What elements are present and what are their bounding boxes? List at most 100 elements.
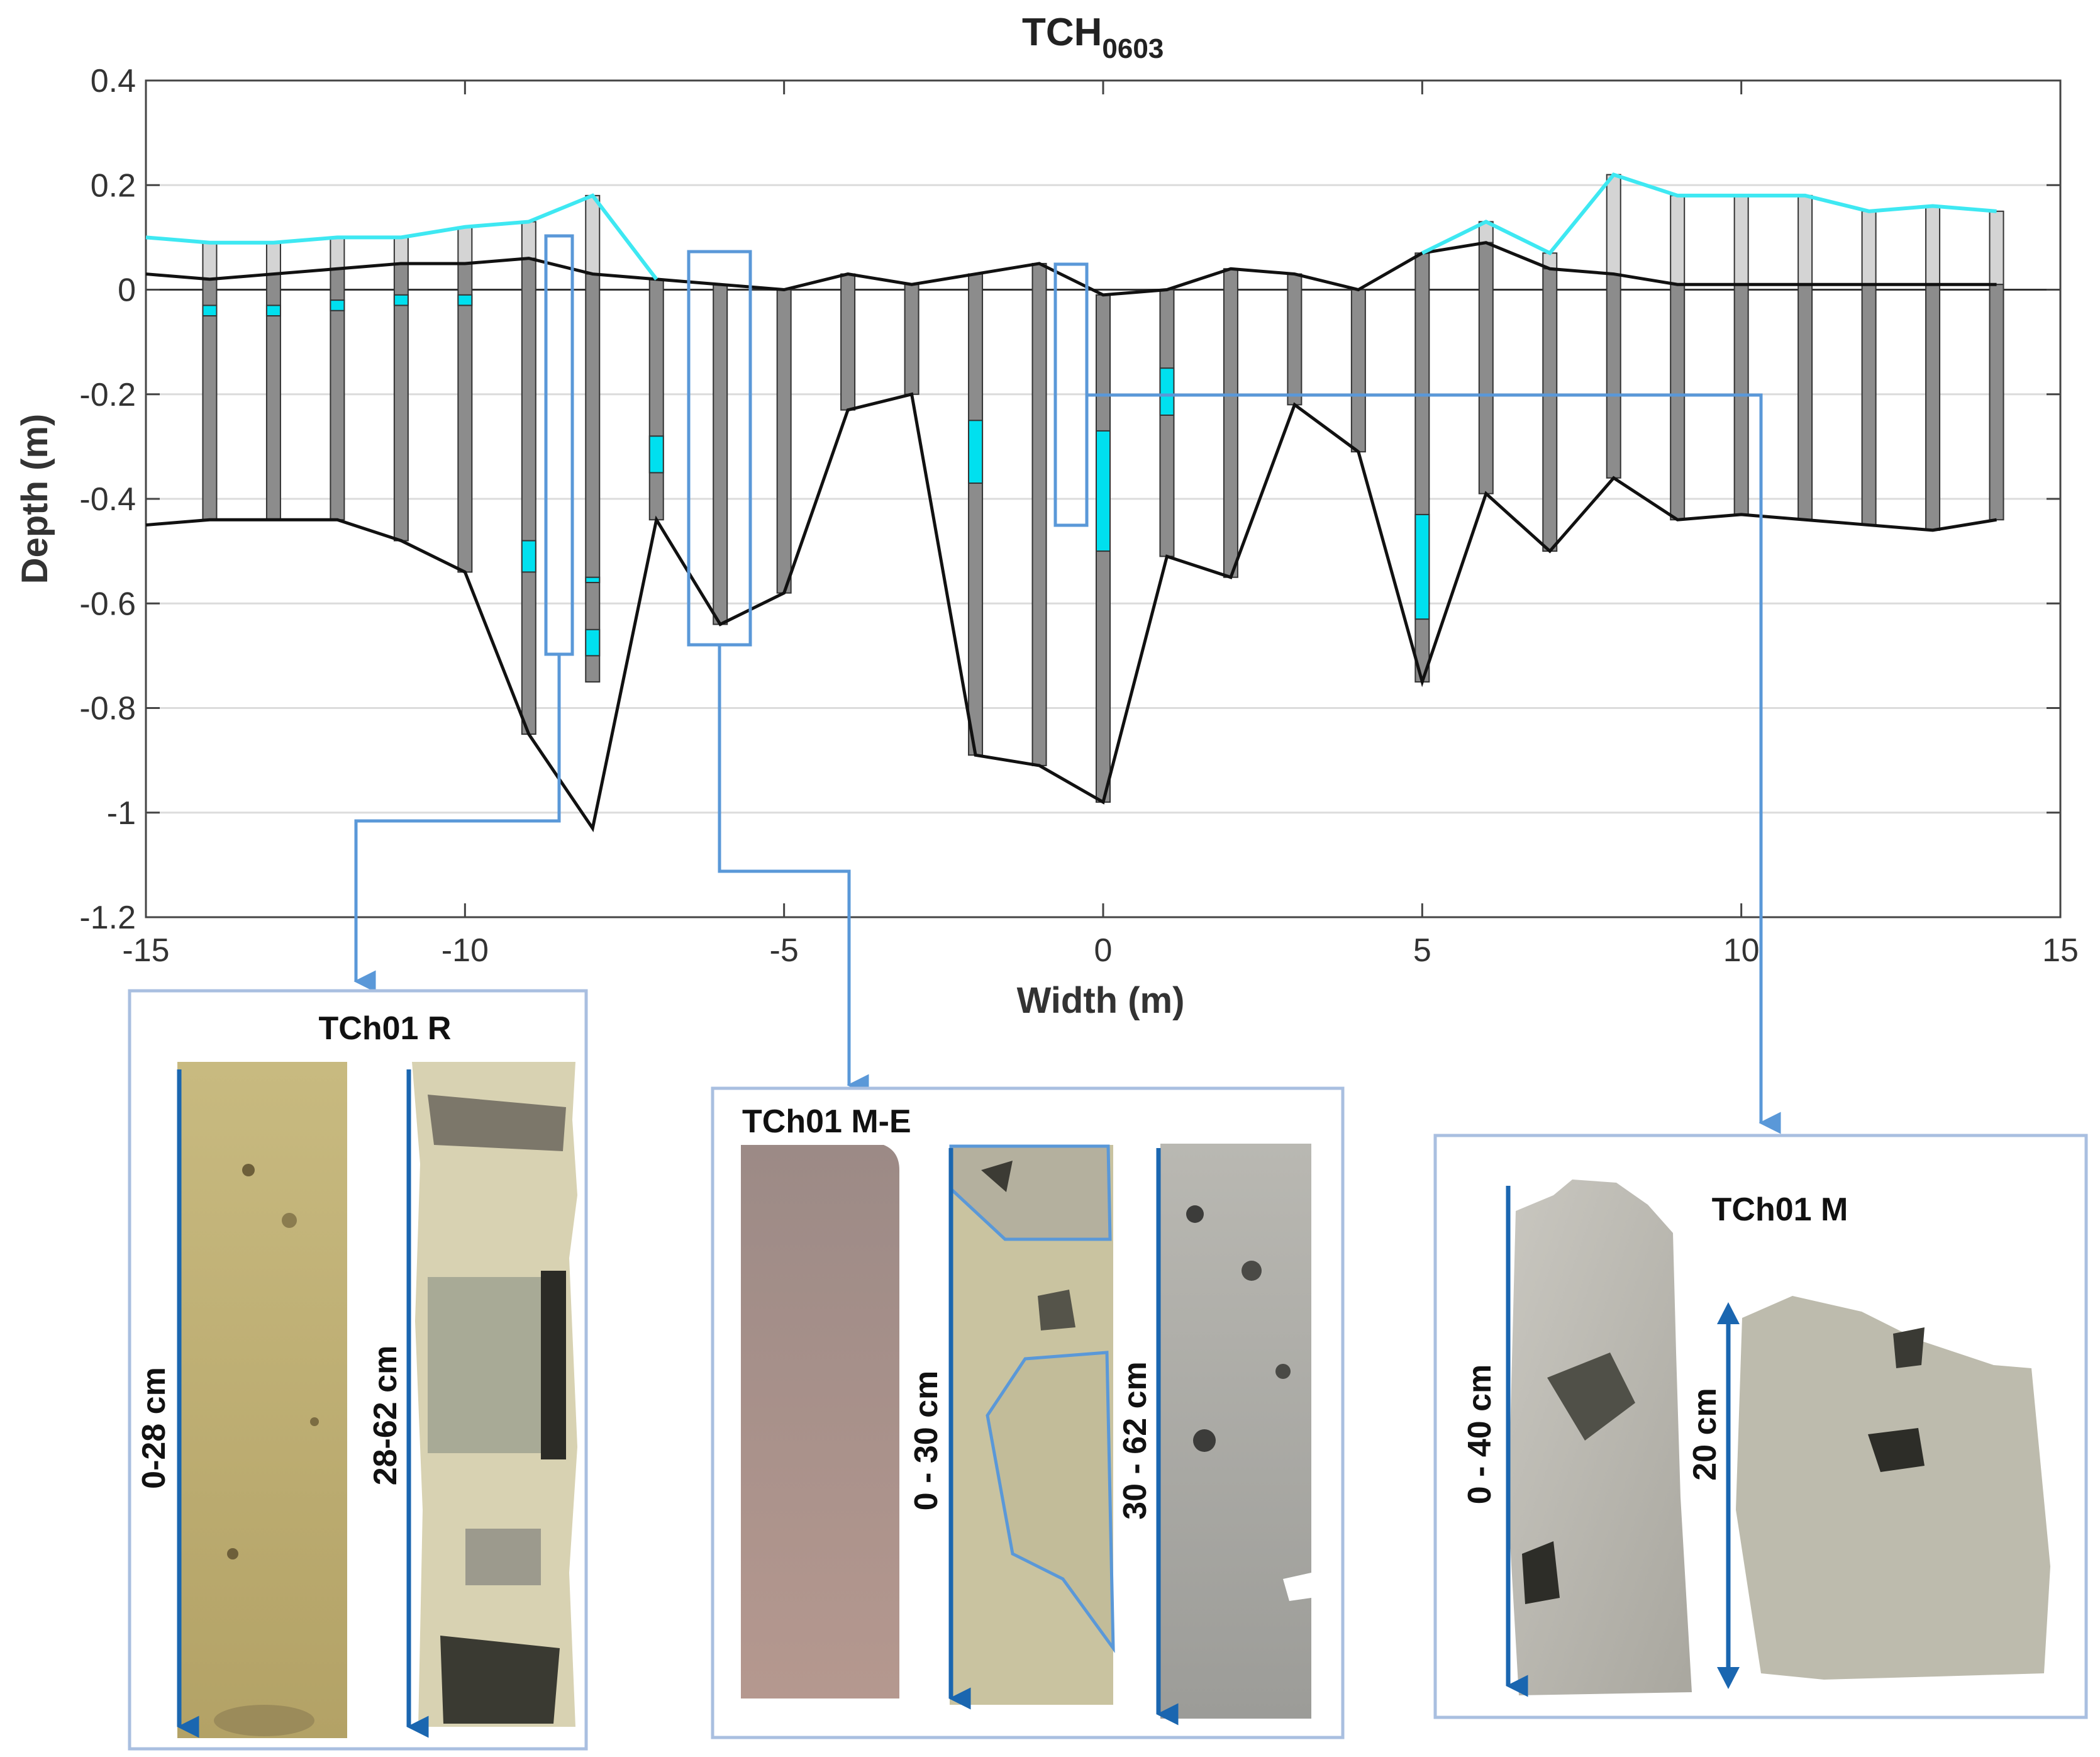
column-below-surface <box>1606 273 1621 479</box>
y-tick-label: -0.8 <box>79 691 136 727</box>
cyan-layer <box>202 304 218 317</box>
y-tick-label: -0.4 <box>79 481 136 518</box>
column-above-surface <box>202 242 218 280</box>
x-tick-label: -5 <box>770 932 799 969</box>
data-column <box>1733 194 1749 515</box>
column-above-surface <box>1670 194 1686 286</box>
column-below-surface <box>457 262 473 573</box>
data-column <box>1031 262 1047 766</box>
callout-connector-m <box>1087 393 1781 1134</box>
chart-title: TCH0603 <box>1022 11 1164 64</box>
column-below-surface <box>713 284 728 625</box>
column-below-surface <box>968 273 984 756</box>
column-below-surface <box>1670 284 1686 521</box>
core-photo-sand <box>177 1062 347 1738</box>
cyan-layer <box>393 294 409 306</box>
column-above-surface <box>1989 210 2004 286</box>
y-tick-label: 0.2 <box>91 167 136 204</box>
depth-label: 30 - 62 cm <box>1117 1361 1153 1520</box>
column-below-surface <box>521 257 536 735</box>
axis-ticks: -15 -10 -5 0 5 10 15 0.4 0.2 0 -0.2 -0.4 -0.6 -0.8 -1 -… <box>79 63 2079 969</box>
data-column <box>1989 210 2004 521</box>
data-column <box>1861 210 1877 526</box>
column-below-surface <box>1287 273 1303 406</box>
depth-label: 20 cm <box>1687 1388 1723 1480</box>
panel-title: TCh01 M <box>1712 1191 1848 1228</box>
column-below-surface <box>840 273 856 411</box>
column-above-surface <box>1861 210 1877 286</box>
column-below-surface <box>648 278 664 521</box>
column-below-surface <box>904 284 919 395</box>
core-photo-crystal <box>949 1144 1115 1705</box>
data-column <box>202 242 218 521</box>
data-column <box>330 237 345 521</box>
data-column <box>1096 294 1111 803</box>
x-tick-label: -15 <box>122 932 169 969</box>
panel-tch01-m: TCh01 M 0 - 40 cm 20 cm <box>1433 1134 2088 1719</box>
column-above-surface <box>330 237 345 270</box>
data-column <box>1159 289 1175 557</box>
cyan-layer <box>265 304 281 317</box>
data-column <box>904 284 919 395</box>
column-above-surface <box>265 242 281 275</box>
cyan-layer <box>1096 430 1111 552</box>
data-column <box>1414 252 1430 683</box>
depth-label: 28-62 cm <box>367 1346 404 1486</box>
column-above-surface <box>393 237 409 264</box>
x-axis-label: Width (m) <box>1017 980 1185 1021</box>
column-above-surface <box>521 221 536 259</box>
data-column <box>1478 221 1494 494</box>
column-above-surface <box>1606 174 1621 275</box>
depth-label: 0-28 cm <box>136 1367 172 1489</box>
top-line <box>1421 172 1997 256</box>
x-tick-label: -10 <box>442 932 489 969</box>
data-column <box>1925 205 1941 531</box>
panel-title: TCh01 M-E <box>742 1103 911 1140</box>
callout-connector-r <box>353 654 561 993</box>
column-below-surface <box>1350 289 1366 453</box>
column-below-surface <box>1223 268 1238 578</box>
panel-title: TCh01 R <box>319 1010 452 1047</box>
cyan-layer <box>457 294 473 306</box>
column-below-surface <box>1925 284 1941 531</box>
y-tick-label: -1 <box>107 795 136 832</box>
data-column <box>648 278 664 521</box>
cyan-layer <box>585 628 601 657</box>
column-below-surface <box>1733 284 1749 515</box>
cyan-layer <box>968 420 984 484</box>
x-tick-label: 0 <box>1094 932 1113 969</box>
panel-tch01-r: TCh01 R 0-28 cm 28-62 cm <box>128 989 588 1751</box>
data-column <box>1542 252 1558 552</box>
x-tick-label: 10 <box>1723 932 1760 969</box>
column-below-surface <box>1159 289 1175 557</box>
data-column <box>1350 289 1366 453</box>
column-above-surface <box>1733 194 1749 286</box>
data-column <box>1287 273 1303 406</box>
y-tick-label: -1.2 <box>79 900 136 936</box>
column-above-surface <box>1925 205 1941 286</box>
cyan-layer <box>648 435 664 474</box>
y-tick-label: 0 <box>118 272 136 309</box>
data-column <box>968 273 984 756</box>
column-above-surface <box>457 226 473 264</box>
column-below-surface <box>1989 284 2004 521</box>
column-below-surface <box>1797 284 1813 521</box>
profile-lines <box>145 172 1997 832</box>
column-below-surface <box>1031 262 1047 766</box>
y-axis-label: Depth (m) <box>14 414 55 584</box>
data-column <box>585 194 601 683</box>
data-column <box>713 284 728 625</box>
x-tick-label: 5 <box>1413 932 1431 969</box>
depth-label: 0 - 30 cm <box>908 1371 945 1511</box>
callouts <box>353 234 1781 1134</box>
column-below-surface <box>1478 242 1494 494</box>
depth-label: 0 - 40 cm <box>1462 1364 1498 1505</box>
y-tick-label: 0.4 <box>91 63 136 99</box>
data-column <box>457 226 473 573</box>
data-column <box>521 221 536 735</box>
surface-line <box>145 241 1997 297</box>
column-above-surface <box>1797 194 1813 286</box>
callout-connector-me <box>718 645 869 1096</box>
data-column <box>1223 268 1238 578</box>
